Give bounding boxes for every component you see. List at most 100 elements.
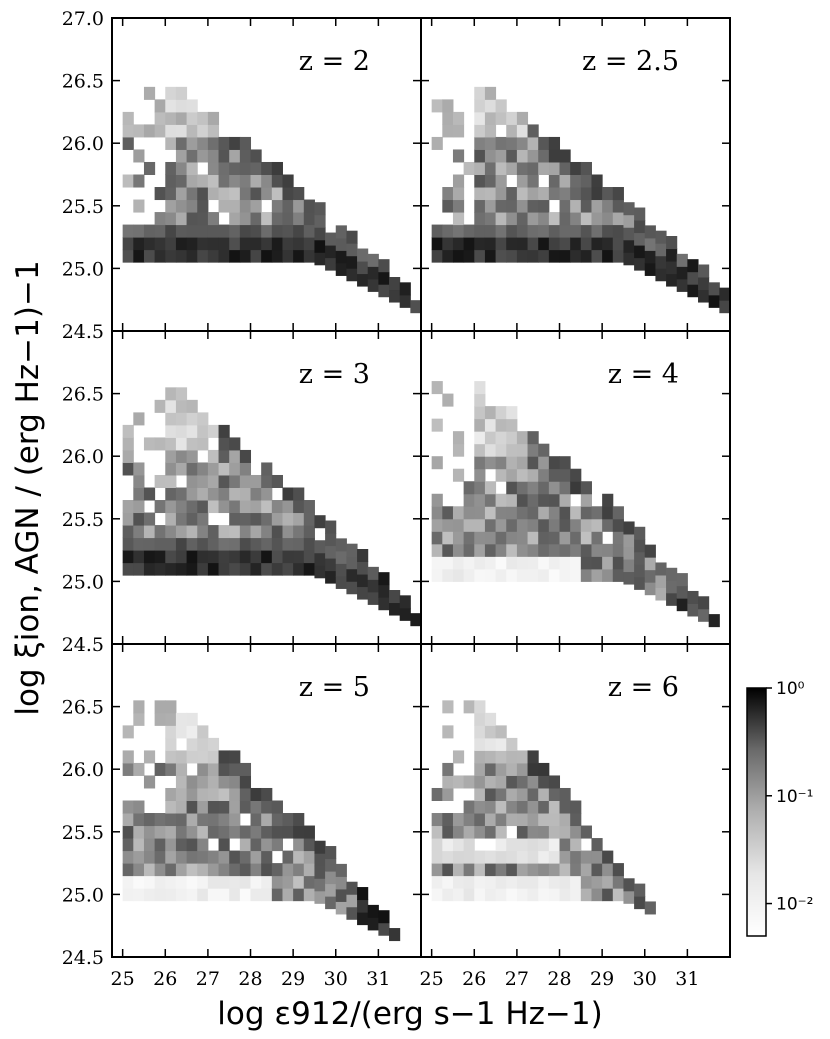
heatmap-cell bbox=[282, 813, 294, 827]
heatmap-cell bbox=[229, 199, 241, 213]
heatmap-cell bbox=[186, 161, 198, 175]
heatmap-cell bbox=[133, 249, 145, 263]
heatmap-cell bbox=[346, 556, 358, 570]
heatmap-cell bbox=[154, 111, 166, 125]
x-tick-label: 26 bbox=[462, 968, 486, 990]
heatmap-cell bbox=[154, 712, 166, 726]
heatmap-cell bbox=[197, 199, 209, 213]
heatmap-cell bbox=[516, 568, 529, 582]
heatmap-cell bbox=[538, 775, 550, 789]
heatmap-cell bbox=[261, 562, 273, 576]
heatmap-cell bbox=[452, 875, 465, 889]
heatmap-cell bbox=[325, 520, 337, 534]
heatmap-cell bbox=[293, 512, 305, 526]
heatmap-cell bbox=[570, 161, 582, 175]
heatmap-cell bbox=[218, 762, 230, 776]
heatmap-cell bbox=[197, 174, 209, 188]
heatmap-cell bbox=[591, 863, 603, 877]
heatmap-cell bbox=[293, 813, 305, 827]
heatmap-cell bbox=[175, 787, 188, 801]
heatmap-cell bbox=[186, 875, 198, 889]
heatmap-cell bbox=[527, 800, 539, 814]
heatmap-cell bbox=[207, 775, 220, 789]
heatmap-cell bbox=[165, 462, 177, 476]
heatmap-cell bbox=[559, 838, 571, 852]
heatmap-cell bbox=[143, 888, 156, 902]
heatmap-cell bbox=[474, 863, 486, 877]
heatmap-cell bbox=[580, 875, 592, 889]
heatmap-cell bbox=[325, 858, 337, 872]
heatmap-cell bbox=[175, 512, 188, 526]
heatmap-cell bbox=[559, 212, 571, 226]
heatmap-cell bbox=[218, 437, 230, 451]
heatmap-cell bbox=[580, 249, 592, 263]
heatmap-cell bbox=[580, 187, 592, 201]
heatmap-cell bbox=[186, 838, 198, 852]
heatmap-cell bbox=[261, 537, 273, 551]
heatmap-cell bbox=[186, 212, 198, 226]
heatmap-cell bbox=[197, 888, 209, 902]
heatmap-cell bbox=[378, 584, 390, 598]
heatmap-cell bbox=[527, 750, 539, 764]
heatmap-cell bbox=[474, 787, 486, 801]
y-tick-label: 26.0 bbox=[62, 133, 104, 155]
heatmap-cell bbox=[175, 136, 188, 150]
heatmap-cell bbox=[484, 712, 497, 726]
heatmap-cell bbox=[516, 468, 529, 482]
heatmap-cell bbox=[506, 775, 518, 789]
heatmap-cell bbox=[303, 249, 315, 263]
heatmap-cell bbox=[250, 187, 262, 201]
heatmap-cell bbox=[548, 456, 561, 470]
heatmap-cell bbox=[239, 237, 252, 251]
heatmap-cell bbox=[293, 249, 305, 263]
heatmap-cell bbox=[463, 825, 475, 839]
heatmap-cell bbox=[484, 506, 497, 520]
heatmap-cell bbox=[207, 825, 220, 839]
heatmap-cell bbox=[602, 187, 614, 201]
heatmap-cell bbox=[314, 239, 326, 253]
heatmap-cell bbox=[175, 525, 188, 539]
heatmap-cell bbox=[634, 207, 646, 221]
heatmap-cell bbox=[207, 500, 220, 514]
heatmap-cell bbox=[239, 174, 252, 188]
heatmap-cell bbox=[207, 187, 220, 201]
heatmap-cell bbox=[495, 863, 507, 877]
heatmap-cell bbox=[325, 232, 337, 246]
heatmap-cell bbox=[602, 493, 614, 507]
heatmap-cell bbox=[197, 224, 209, 238]
heatmap-cell bbox=[484, 850, 497, 864]
panel-label: z = 4 bbox=[608, 359, 679, 390]
x-tick-label: 31 bbox=[675, 968, 699, 990]
heatmap-cell bbox=[122, 525, 134, 539]
heatmap-cell bbox=[538, 556, 550, 570]
heatmap-cell bbox=[186, 399, 198, 413]
heatmap-cell bbox=[506, 431, 518, 445]
heatmap-cell bbox=[452, 431, 465, 445]
heatmap-cell bbox=[261, 512, 273, 526]
heatmap-cell bbox=[303, 199, 315, 213]
heatmap-cell bbox=[612, 212, 624, 226]
colorbar-tick-label: 10⁻² bbox=[776, 895, 813, 915]
heatmap-cell bbox=[484, 750, 497, 764]
heatmap-cell bbox=[570, 543, 582, 557]
heatmap-cell bbox=[165, 712, 177, 726]
heatmap-cell bbox=[282, 537, 294, 551]
heatmap-cell bbox=[666, 567, 678, 581]
heatmap-cell bbox=[133, 224, 145, 238]
heatmap-cell bbox=[175, 762, 188, 776]
heatmap-cell bbox=[655, 268, 667, 282]
heatmap-cell bbox=[143, 537, 156, 551]
heatmap-cell bbox=[122, 449, 134, 463]
heatmap-cell bbox=[442, 124, 454, 138]
heatmap-cell bbox=[154, 249, 166, 263]
heatmap-cell bbox=[133, 525, 145, 539]
heatmap-cell bbox=[250, 787, 262, 801]
heatmap-cell bbox=[559, 468, 571, 482]
heatmap-cell bbox=[602, 875, 614, 889]
heatmap-cell bbox=[452, 506, 465, 520]
heatmap-cell bbox=[207, 487, 220, 501]
heatmap-cell bbox=[165, 437, 177, 451]
heatmap-cell bbox=[133, 462, 145, 476]
heatmap-cell bbox=[239, 562, 252, 576]
heatmap-cell bbox=[484, 863, 497, 877]
